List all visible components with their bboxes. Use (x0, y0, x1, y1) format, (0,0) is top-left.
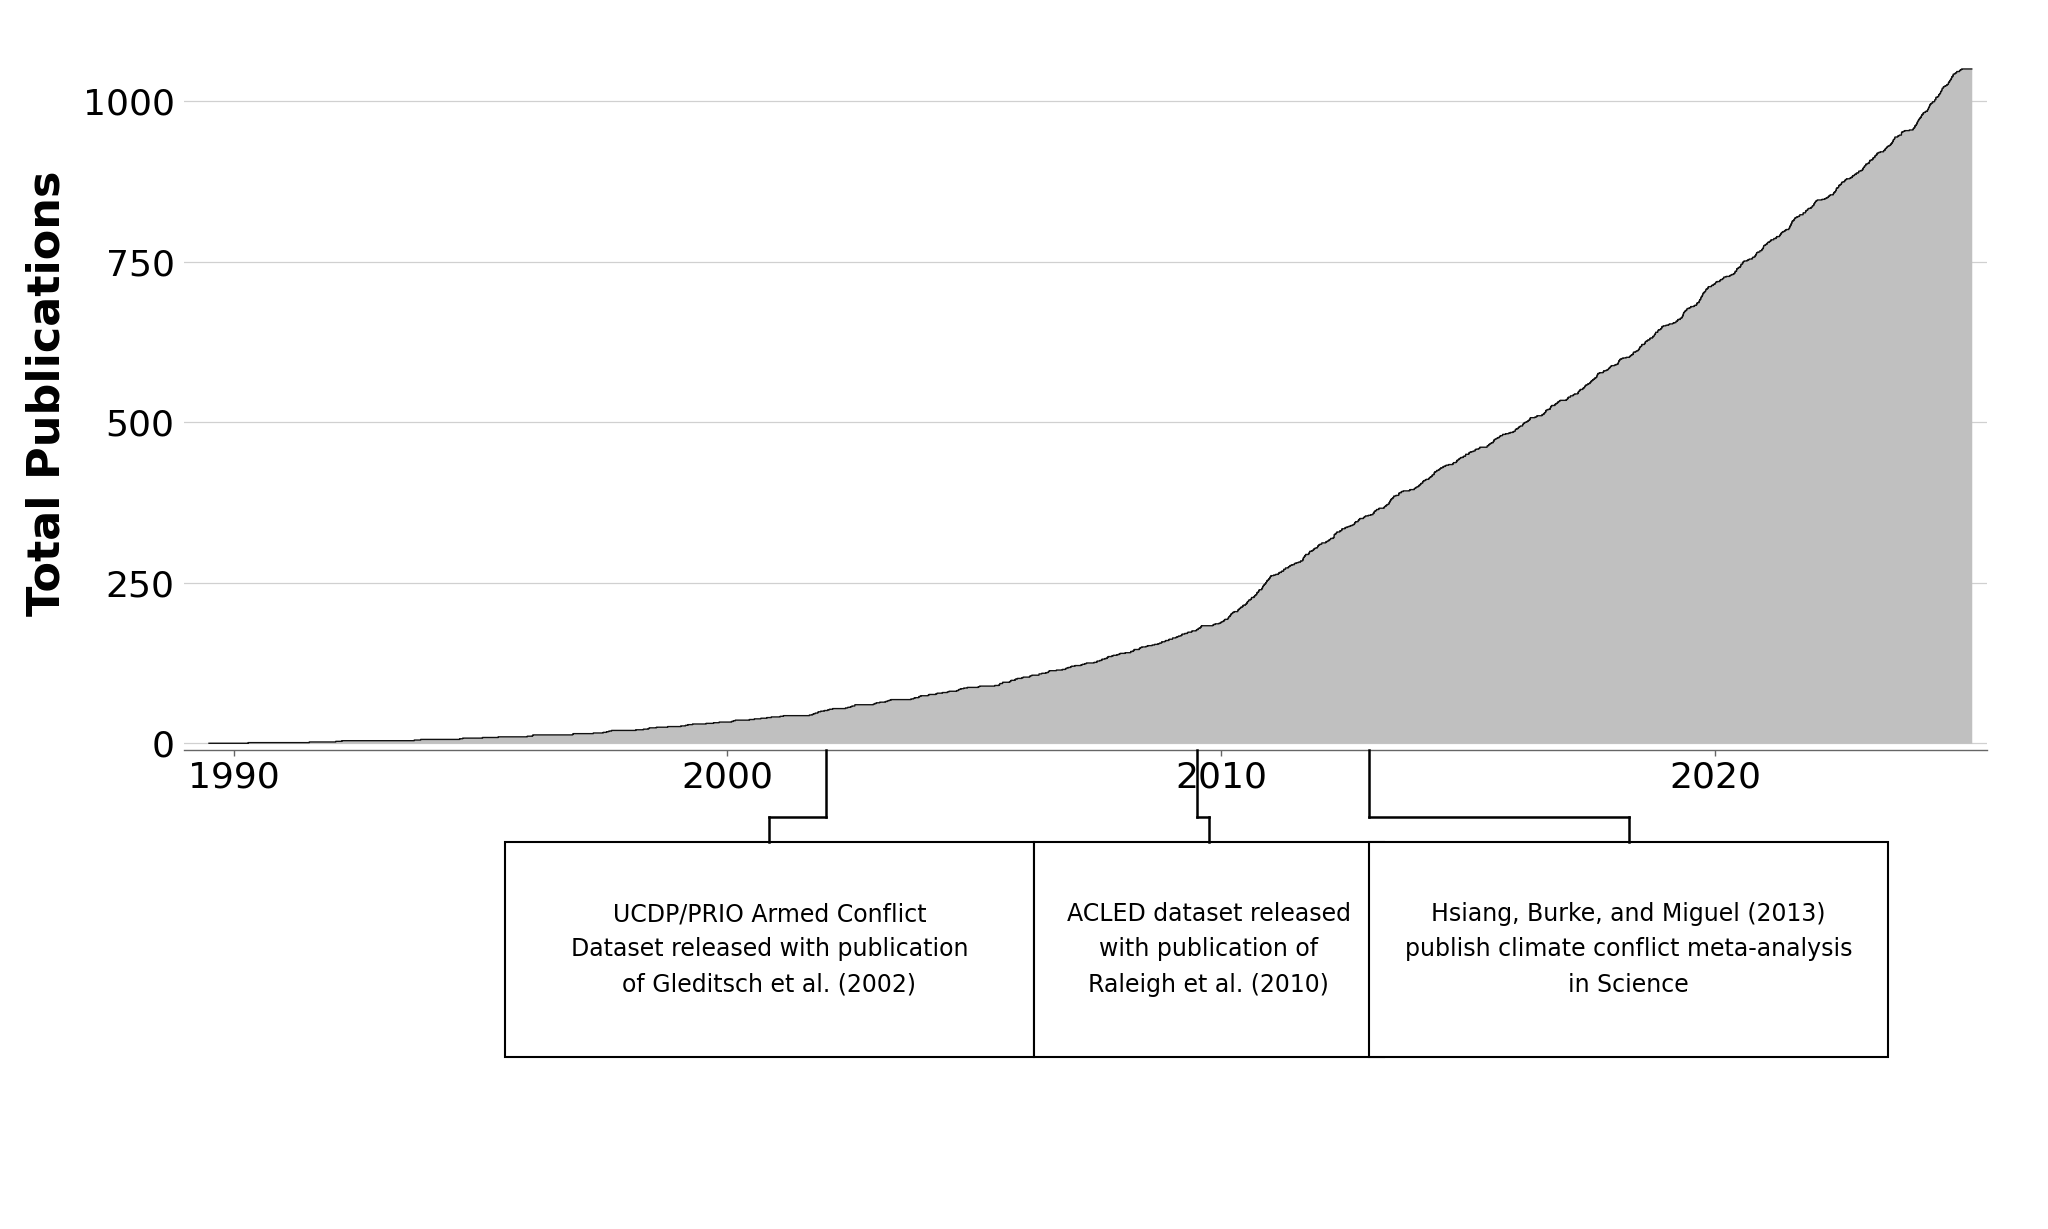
Text: Hsiang, Burke, and Miguel (2013)
publish climate conflict meta-analysis
in Scien: Hsiang, Burke, and Miguel (2013) publish… (1405, 902, 1851, 997)
Y-axis label: Total Publications: Total Publications (27, 171, 70, 616)
Text: ACLED dataset released
with publication of
Raleigh et al. (2010): ACLED dataset released with publication … (1067, 902, 1352, 997)
Text: UCDP/PRIO Armed Conflict
Dataset released with publication
of Gleditsch et al. (: UCDP/PRIO Armed Conflict Dataset release… (571, 902, 969, 997)
